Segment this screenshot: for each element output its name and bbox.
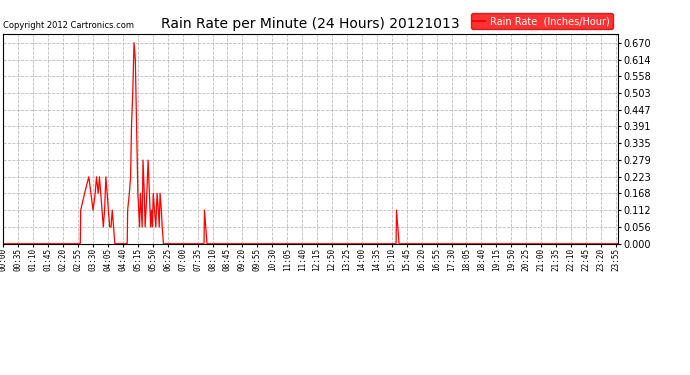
Text: Copyright 2012 Cartronics.com: Copyright 2012 Cartronics.com [3, 21, 135, 30]
Legend: Rain Rate  (Inches/Hour): Rain Rate (Inches/Hour) [471, 13, 613, 29]
Title: Rain Rate per Minute (24 Hours) 20121013: Rain Rate per Minute (24 Hours) 20121013 [161, 17, 460, 31]
